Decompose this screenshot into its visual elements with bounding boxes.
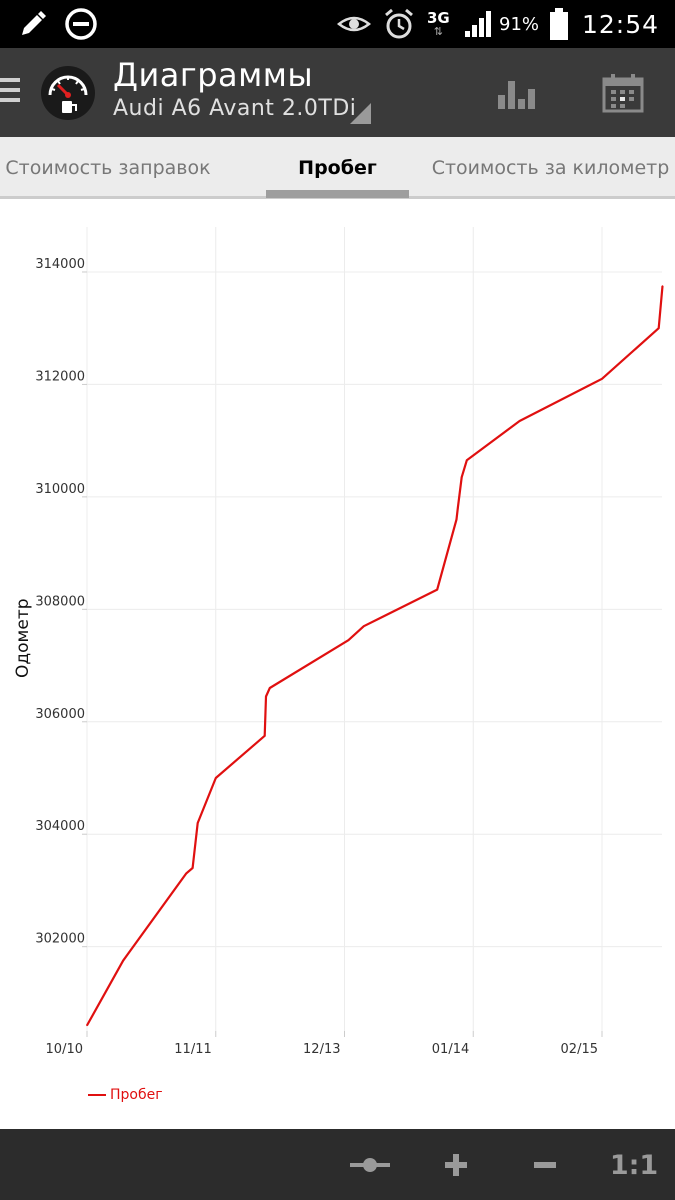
eye-icon bbox=[337, 0, 371, 48]
page-title: Диаграммы bbox=[113, 56, 314, 94]
chart-legend: Пробег bbox=[88, 1087, 163, 1103]
y-axis-label: Одометр bbox=[13, 598, 33, 678]
bar-chart-icon[interactable] bbox=[492, 68, 542, 118]
alarm-icon bbox=[382, 0, 416, 48]
y-tick-label: 308000 bbox=[35, 594, 85, 609]
pencil-icon bbox=[18, 0, 48, 48]
vehicle-selector[interactable]: Audi A6 Avant 2.0TDi bbox=[113, 96, 357, 121]
signal-icon bbox=[463, 0, 495, 48]
data-point bbox=[86, 1024, 88, 1027]
data-point bbox=[455, 518, 458, 521]
data-point bbox=[518, 420, 521, 422]
data-point bbox=[436, 588, 439, 591]
y-tick-label: 304000 bbox=[35, 819, 85, 834]
tab-mileage[interactable]: Пробег bbox=[298, 157, 377, 179]
x-tick-label: 02/15 bbox=[561, 1042, 598, 1057]
legend-label: Пробег bbox=[110, 1087, 163, 1103]
battery-percent: 91% bbox=[499, 13, 540, 35]
data-point bbox=[185, 872, 187, 875]
battery-icon bbox=[549, 0, 569, 48]
x-tick-label: 01/14 bbox=[432, 1042, 469, 1057]
do-not-disturb-icon bbox=[64, 0, 98, 48]
action-bar: Диаграммы Audi A6 Avant 2.0TDi bbox=[0, 48, 675, 137]
mileage-line-chart: 10/10 11/11 12/13 01/14 02/15 302000 304000 306… bbox=[35, 227, 664, 1057]
tab-bar: Стоимость заправок Пробег Стоимость за к… bbox=[0, 137, 675, 199]
data-point bbox=[263, 735, 266, 737]
zoom-in-icon[interactable] bbox=[434, 1143, 478, 1187]
active-tab-indicator bbox=[266, 190, 409, 198]
y-tick-label: 314000 bbox=[35, 257, 85, 272]
drawer-menu-icon[interactable] bbox=[0, 78, 20, 106]
chart-area[interactable]: 10/10 11/11 12/13 01/14 02/15 302000 304000 306… bbox=[0, 199, 675, 1129]
y-tick-label: 302000 bbox=[35, 932, 85, 947]
data-point bbox=[191, 867, 194, 869]
data-point bbox=[466, 459, 468, 462]
fuel-gauge-icon[interactable] bbox=[40, 65, 96, 121]
x-tick-label: 11/11 bbox=[174, 1042, 211, 1057]
data-point bbox=[347, 639, 350, 642]
data-point bbox=[460, 476, 463, 478]
bottom-bar: 1:1 bbox=[0, 1129, 675, 1200]
dropdown-triangle-icon[interactable] bbox=[350, 103, 371, 124]
data-point bbox=[657, 327, 660, 330]
status-bar: 3G ⇅ 91% 12:54 bbox=[0, 0, 675, 48]
calendar-icon[interactable] bbox=[598, 68, 648, 118]
y-tick-label: 310000 bbox=[35, 482, 85, 497]
data-point bbox=[122, 959, 124, 962]
data-point bbox=[601, 378, 603, 380]
data-point bbox=[196, 822, 199, 824]
data-point bbox=[661, 285, 664, 287]
y-tick-label: 312000 bbox=[35, 369, 85, 384]
clock: 12:54 bbox=[582, 9, 660, 39]
y-tick-label: 306000 bbox=[35, 707, 85, 722]
x-tick-label: 12/13 bbox=[303, 1042, 340, 1057]
legend-swatch bbox=[88, 1094, 106, 1096]
zoom-reset-button[interactable]: 1:1 bbox=[609, 1149, 659, 1181]
pan-slider-icon[interactable] bbox=[345, 1143, 395, 1187]
tab-cost-per-km[interactable]: Стоимость за километр bbox=[431, 157, 670, 179]
network-3g-icon: 3G ⇅ bbox=[427, 9, 450, 38]
data-point bbox=[214, 777, 217, 779]
x-tick-label: 10/10 bbox=[46, 1042, 83, 1057]
data-point bbox=[269, 687, 271, 689]
tab-fuel-cost[interactable]: Стоимость заправок bbox=[5, 157, 211, 179]
series-line-mileage bbox=[86, 285, 664, 1026]
data-point bbox=[363, 625, 365, 627]
zoom-out-icon[interactable] bbox=[523, 1143, 567, 1187]
data-point bbox=[457, 507, 459, 509]
data-point bbox=[265, 695, 267, 698]
network-label: 3G bbox=[427, 9, 450, 27]
